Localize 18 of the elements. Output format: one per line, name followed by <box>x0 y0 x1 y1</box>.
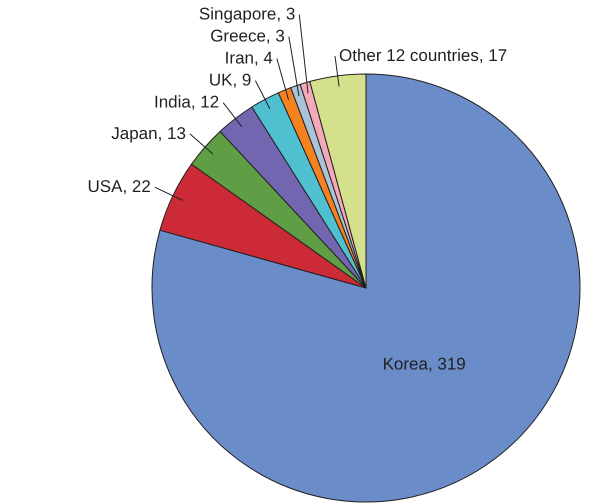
slice-label: Iran <box>224 48 254 68</box>
slice-label: Japan <box>111 124 158 143</box>
slice-label: Korea <box>382 354 428 374</box>
slice-label: Greece <box>210 26 266 46</box>
data-label: , 13 <box>158 124 186 143</box>
data-label: , 3 <box>276 4 296 24</box>
data-label: , 9 <box>232 70 252 90</box>
slice-label: India <box>154 92 192 112</box>
data-label: , 17 <box>478 46 508 66</box>
data-label: , 4 <box>254 48 273 68</box>
slice-label: Singapore <box>198 4 276 24</box>
data-label: , 22 <box>122 177 151 196</box>
data-label: , 319 <box>428 354 466 374</box>
slice-label: USA <box>88 177 124 196</box>
slice-label: UK <box>208 70 234 90</box>
data-label: , 3 <box>266 26 285 46</box>
data-label: , 12 <box>190 92 220 112</box>
slice-label: Other 12 countries <box>339 46 479 66</box>
